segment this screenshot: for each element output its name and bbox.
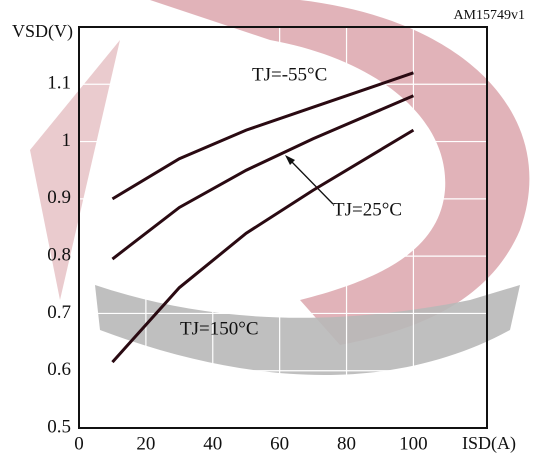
plot-frame <box>78 26 488 429</box>
y-tick-label: 1.1 <box>47 73 71 94</box>
data-line <box>111 71 414 201</box>
data-line <box>111 128 415 364</box>
x-tick-label: 40 <box>203 433 222 454</box>
x-tick-label: 80 <box>337 433 356 454</box>
y-tick-label: 0.5 <box>47 416 71 437</box>
data-line <box>111 94 415 261</box>
curve-label: TJ=150°C <box>180 318 259 339</box>
curve-label: TJ=25°C <box>333 199 402 220</box>
y-tick-label: 0.6 <box>47 359 71 380</box>
x-tick-label: 0 <box>74 433 84 454</box>
x-tick-label: 100 <box>399 433 428 454</box>
x-tick-label: 20 <box>136 433 155 454</box>
y-tick-label: 0.7 <box>47 302 71 323</box>
x-axis-label: ISD(A) <box>462 433 516 454</box>
x-tick-label: 60 <box>270 433 289 454</box>
curve-label: TJ=-55°C <box>252 64 327 85</box>
annotation-arrow <box>285 155 334 205</box>
figure-code: AM15749v1 <box>453 8 525 23</box>
y-tick-label: 0.8 <box>47 245 71 266</box>
y-axis-label: VSD(V) <box>12 21 73 42</box>
y-tick-label: 1 <box>62 130 72 151</box>
y-tick-label: 0.9 <box>47 187 71 208</box>
